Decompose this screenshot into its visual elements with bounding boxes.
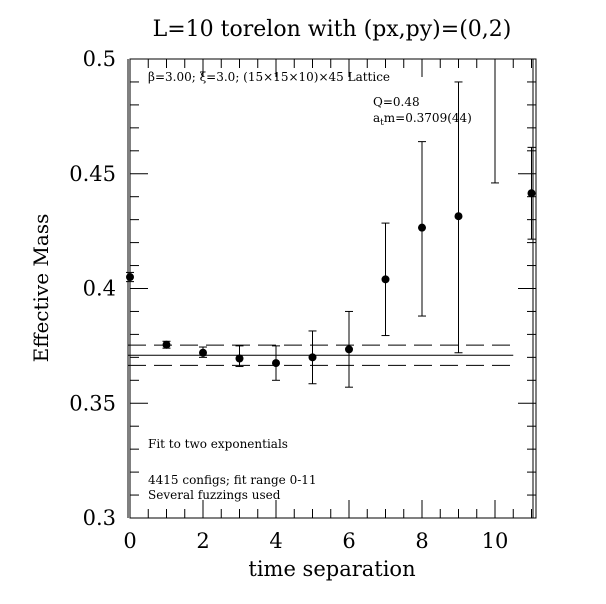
fuzzings-annotation: Several fuzzings used (148, 488, 281, 502)
mass-prefix: a (373, 111, 380, 125)
lattice-annotation: β=3.00; ξ=3.0; (15×15×10)×45 Lattice (148, 70, 390, 84)
x-axis-label: time separation (248, 557, 415, 581)
data-point (199, 348, 207, 357)
mass-value: m=0.3709(44) (384, 111, 472, 125)
x-tick-label: 4 (269, 529, 282, 553)
data-point-group (345, 310, 353, 388)
data-point-group (418, 141, 426, 317)
chart-title: L=10 torelon with (px,py)=(0,2) (153, 17, 512, 42)
data-point-group (308, 330, 317, 385)
y-axis-tick-labels: 0.3 0.35 0.4 0.45 0.5 (69, 47, 116, 530)
data-point (418, 223, 426, 232)
mass-annotation: atm=0.3709(44) (373, 111, 472, 128)
x-axis-tick-labels: 0 2 4 6 8 10 (123, 529, 508, 553)
data-point (308, 353, 317, 362)
data-point-group (235, 345, 244, 368)
y-tick-label: 0.45 (69, 162, 116, 186)
data-point (527, 189, 536, 198)
x-tick-label: 10 (482, 529, 509, 553)
x-axis-ticks (129, 59, 532, 518)
x-tick-label: 8 (415, 529, 428, 553)
data-point-group (162, 340, 171, 349)
data-point (272, 359, 280, 368)
mass-subscript: t (380, 118, 384, 128)
data-point (454, 212, 463, 221)
data-point (162, 340, 171, 349)
data-point-group (199, 346, 207, 358)
y-axis-label: Effective Mass (29, 214, 53, 363)
fit-annotation: Fit to two exponentials (148, 437, 288, 451)
fit-band (128, 344, 514, 366)
x-tick-label: 6 (342, 529, 355, 553)
data-point (345, 345, 353, 354)
y-axis-ticks (130, 58, 536, 519)
data-point-group (381, 222, 390, 337)
data-points (126, 59, 536, 388)
data-point-group (454, 81, 463, 354)
y-tick-label: 0.3 (83, 506, 116, 530)
x-tick-label: 0 (123, 529, 136, 553)
data-point-group (126, 271, 134, 283)
data-point-group (272, 345, 280, 381)
data-point (126, 273, 134, 282)
y-tick-label: 0.4 (83, 277, 116, 301)
data-point-group (491, 59, 499, 184)
configs-annotation: 4415 configs; fit range 0-11 (148, 473, 317, 487)
data-point-group (527, 146, 536, 240)
y-tick-label: 0.5 (83, 47, 116, 71)
x-tick-label: 2 (196, 529, 209, 553)
data-point (235, 354, 244, 363)
y-tick-label: 0.35 (69, 391, 116, 415)
data-point (381, 275, 390, 284)
q-annotation: Q=0.48 (373, 95, 420, 109)
